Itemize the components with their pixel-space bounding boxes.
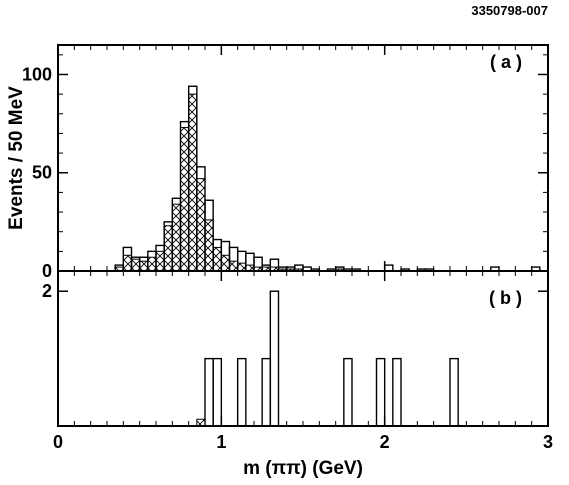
hatched-bar (163, 225, 173, 272)
x-tick-label: 3 (543, 432, 553, 452)
open-bar (269, 290, 280, 427)
y-tick-label: 100 (22, 64, 52, 84)
hatched-bar (188, 93, 198, 272)
x-axis-title: m (ππ) (GeV) (243, 458, 363, 479)
panel-label: ( a ) (490, 52, 522, 72)
hatched-bar (229, 260, 239, 272)
hatched-bar (122, 254, 133, 272)
hatched-bar (196, 178, 206, 272)
open-bar (392, 357, 402, 427)
y-tick-label: 0 (42, 261, 52, 281)
x-tick-label: 1 (216, 432, 226, 452)
hatched-bar (147, 256, 157, 272)
hatched-bar (237, 262, 247, 272)
hatched-bar (131, 258, 141, 272)
x-tick-label: 2 (380, 432, 390, 452)
hatched-bar (180, 127, 190, 272)
plot-frame (57, 44, 549, 272)
open-bar (204, 357, 214, 427)
hatched-bar (139, 260, 149, 272)
open-bar (375, 357, 386, 427)
open-bar (236, 357, 247, 427)
open-bar (343, 357, 353, 427)
panel-b: 2 0 1 2 3 ( b ) (42, 270, 553, 452)
hatched-bar (171, 203, 182, 272)
panel-label: ( b ) (489, 288, 522, 308)
hatched-bar (204, 219, 214, 272)
x-tick-label: 0 (53, 432, 63, 452)
panel-a: 0 50 100 ( a ) (22, 44, 549, 281)
hatched-bar (212, 246, 222, 272)
hatched-bar (155, 250, 165, 272)
open-bar (449, 357, 459, 427)
hatched-bar (220, 254, 231, 272)
open-bar (212, 357, 223, 427)
open-bar (261, 357, 272, 427)
y-tick-label: 2 (42, 281, 52, 301)
hatched-bar (196, 418, 206, 427)
plot-frame (57, 270, 549, 427)
y-tick-label: 50 (32, 163, 52, 183)
y-axis-title: Events / 50 MeV (6, 86, 27, 230)
figure-id-label: 3350798-007 (471, 3, 548, 18)
